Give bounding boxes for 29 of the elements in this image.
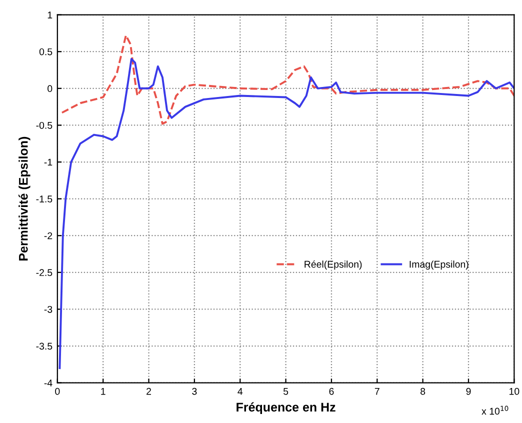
x-tick-label: 3 [192,388,197,395]
x-tick-label: 2 [146,388,151,395]
y-axis-title: Permittivité (Epsilon) [18,136,30,260]
y-tick-label: -3 [44,306,52,313]
line-series [58,58,514,370]
x-tick-label: 8 [420,388,426,395]
legend-label: Imag(Epsilon) [410,260,468,270]
x-tick-label: 4 [238,388,243,395]
line-series [61,34,514,125]
text: x 10$^{10}$ [482,406,508,415]
x-tick-label: 6 [329,388,334,395]
y-tick-label: -1.5 [36,196,52,202]
y-tick-label: 0.5 [39,48,52,56]
x-tick-label: 1 [101,388,106,395]
x-tick-label: 10 [510,388,520,395]
y-tick-label: -2.5 [36,269,52,276]
y-tick-label: 1 [48,12,52,18]
x-tick-label: 7 [374,388,380,395]
x-tick-label: 5 [283,388,288,395]
y-tick-label: -0.5 [36,122,52,129]
legend-label: Réel(Epsilon) [304,260,362,270]
x-tick-label: 0 [55,388,60,395]
x-axis-title: Fréquence en Hz [236,402,336,414]
y-tick-label: 0 [48,85,52,92]
y-tick-label: -1 [44,158,52,166]
x-tick-label: 9 [466,388,471,395]
y-tick-label: -3.5 [36,342,52,350]
y-tick-label: -4 [44,380,52,386]
y-tick-label: -2 [44,232,52,240]
